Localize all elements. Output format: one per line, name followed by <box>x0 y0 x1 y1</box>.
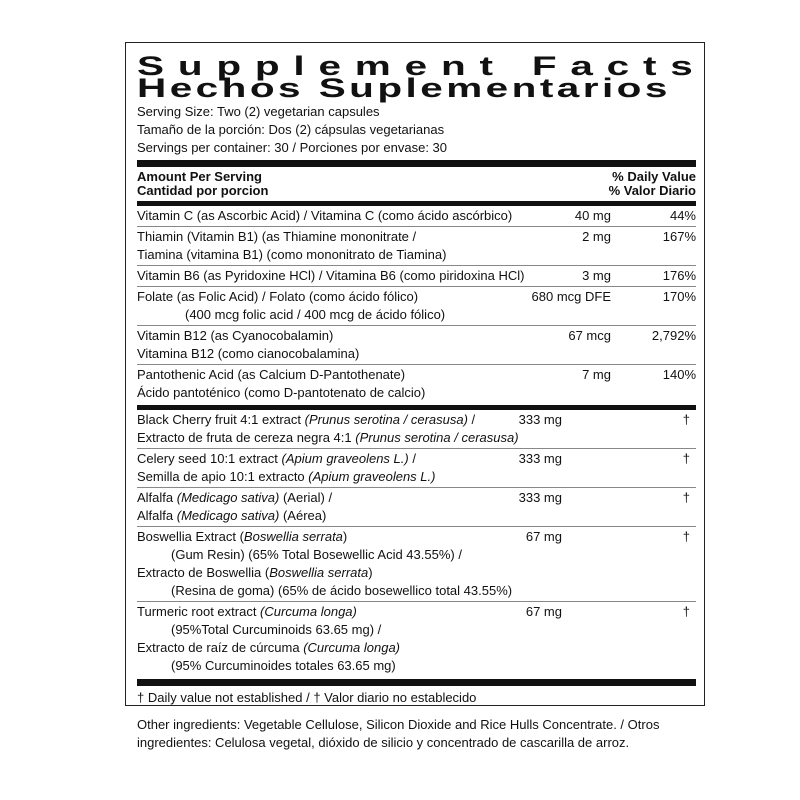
nutrient-daily-value: 44% <box>669 208 696 223</box>
nutrient-daily-value: 2,792% <box>651 328 696 343</box>
serving-size: Serving Size: Two (2) vegetarian capsule… <box>137 104 380 119</box>
ingredient-detail: (95%Total Curcuminoids 63.65 mg) / <box>171 622 382 637</box>
ingredient-amount: 67 mg <box>525 604 562 619</box>
nutrient-row: Vitamin C (as Ascorbic Acid) / Vitamina … <box>137 206 696 227</box>
nutrient-row: Thiamin (Vitamin B1) (as Thiamine mononi… <box>137 227 696 266</box>
nutrient-row: Vitamin B12 (as Cyanocobalamin) Vitamina … <box>137 326 696 365</box>
nutrient-row: Folate (as Folic Acid) / Folato (como ác… <box>137 287 696 326</box>
nutrient-name: Folate (as Folic Acid) / Folato (como ác… <box>137 289 419 304</box>
dv-header-es: % Valor Diario <box>608 183 696 198</box>
footnote: † Daily value not established / † Valor … <box>137 690 477 705</box>
ingredient-detail-es: (Resina de goma) (65% de ácido bosewelli… <box>171 583 513 598</box>
dv-header: % Daily Value <box>612 169 696 184</box>
dagger-mark: † <box>682 604 690 619</box>
ingredient-name: Black Cherry fruit 4:1 extract (Prunus s… <box>137 412 476 427</box>
nutrient-name: Vitamin C (as Ascorbic Acid) / Vitamina … <box>137 208 513 223</box>
ingredient-name: Boswellia Extract (Boswellia serrata) <box>137 529 348 544</box>
nutrient-name: Vitamin B12 (as Cyanocobalamin) <box>137 328 334 343</box>
ingredient-name: Turmeric root extract (Curcuma longa) <box>137 604 357 619</box>
divider <box>137 201 696 206</box>
title-english: Supplement Facts <box>137 51 707 81</box>
servings-per-container: Servings per container: 30 / Porciones p… <box>137 140 448 155</box>
ingredient-name-es: Extracto de raíz de cúrcuma (Curcuma lon… <box>137 640 401 655</box>
ingredient-amount: 333 mg <box>518 412 562 427</box>
ingredient-name: Celery seed 10:1 extract (Apium graveole… <box>137 451 416 466</box>
nutrient-daily-value: 167% <box>662 229 696 244</box>
ingredient-amount: 333 mg <box>518 451 562 466</box>
ingredient-amount: 67 mg <box>525 529 562 544</box>
ingredient-name-es: Extracto de Boswellia (Boswellia serrata… <box>137 565 373 580</box>
nutrient-name-line2: Ácido pantoténico (como D-pantotenato de… <box>137 385 426 400</box>
botanical-row: Boswellia Extract (Boswellia serrata) (Gu… <box>137 527 696 602</box>
amount-header: Amount Per Serving <box>137 169 262 184</box>
divider <box>137 160 696 167</box>
nutrient-name-line2: (400 mcg folic acid / 400 mcg de ácido f… <box>185 307 446 322</box>
nutrient-row: Pantothenic Acid (as Calcium D-Pantothen… <box>137 365 696 403</box>
botanical-row: Celery seed 10:1 extract (Apium graveole… <box>137 449 696 488</box>
divider <box>137 405 696 410</box>
nutrient-amount: 2 mg <box>582 229 611 244</box>
nutrient-name-line2: Vitamina B12 (como cianocobalamina) <box>137 346 360 361</box>
nutrient-daily-value: 140% <box>662 367 696 382</box>
nutrient-amount: 40 mg <box>574 208 611 223</box>
nutrient-name: Pantothenic Acid (as Calcium D-Pantothen… <box>137 367 406 382</box>
dagger-mark: † <box>682 490 690 505</box>
nutrient-daily-value: 176% <box>662 268 696 283</box>
nutrient-name-line2: Tiamina (vitamina B1) (como mononitrato … <box>137 247 447 262</box>
ingredient-name-es: Extracto de fruta de cereza negra 4:1 (P… <box>137 430 519 445</box>
nutrient-amount: 680 mcg DFE <box>531 289 611 304</box>
other-ingredients: Other ingredients: Vegetable Cellulose, … <box>137 717 660 750</box>
ingredient-name-es: Semilla de apio 10:1 extracto (Apium gra… <box>137 469 436 484</box>
nutrient-daily-value: 170% <box>662 289 696 304</box>
nutrient-amount: 67 mcg <box>568 328 611 343</box>
ingredient-detail: (Gum Resin) (65% Total Bosewellic Acid 4… <box>171 547 462 562</box>
column-header: Amount Per Serving Cantidad por porcion … <box>137 167 696 201</box>
serving-size-es: Tamaño de la porción: Dos (2) cápsulas v… <box>137 122 445 137</box>
divider <box>137 679 696 686</box>
nutrient-amount: 7 mg <box>582 367 611 382</box>
nutrient-name: Vitamin B6 (as Pyridoxine HCl) / Vitamin… <box>137 268 525 283</box>
ingredient-amount: 333 mg <box>518 490 562 505</box>
supplement-facts-panel: Supplement Facts Hechos Suplementarios S… <box>125 42 705 706</box>
dagger-mark: † <box>682 529 690 544</box>
nutrient-name: Thiamin (Vitamin B1) (as Thiamine mononi… <box>137 229 417 244</box>
nutrient-row: Vitamin B6 (as Pyridoxine HCl) / Vitamin… <box>137 266 696 287</box>
botanical-row: Alfalfa (Medicago sativa) (Aerial) / Alfa… <box>137 488 696 527</box>
botanical-row: Turmeric root extract (Curcuma longa) (95… <box>137 602 696 679</box>
botanical-row: Black Cherry fruit 4:1 extract (Prunus s… <box>137 410 696 449</box>
nutrient-amount: 3 mg <box>582 268 611 283</box>
dagger-mark: † <box>682 412 690 427</box>
ingredient-detail-es: (95% Curcuminoides totales 63.65 mg) <box>171 658 396 673</box>
ingredient-name: Alfalfa (Medicago sativa) (Aerial) / <box>137 490 333 505</box>
amount-header-es: Cantidad por porcion <box>137 183 269 198</box>
title-spanish: Hechos Suplementarios <box>137 73 671 103</box>
dagger-mark: † <box>682 451 690 466</box>
ingredient-name-es: Alfalfa (Medicago sativa) (Aérea) <box>137 508 327 523</box>
